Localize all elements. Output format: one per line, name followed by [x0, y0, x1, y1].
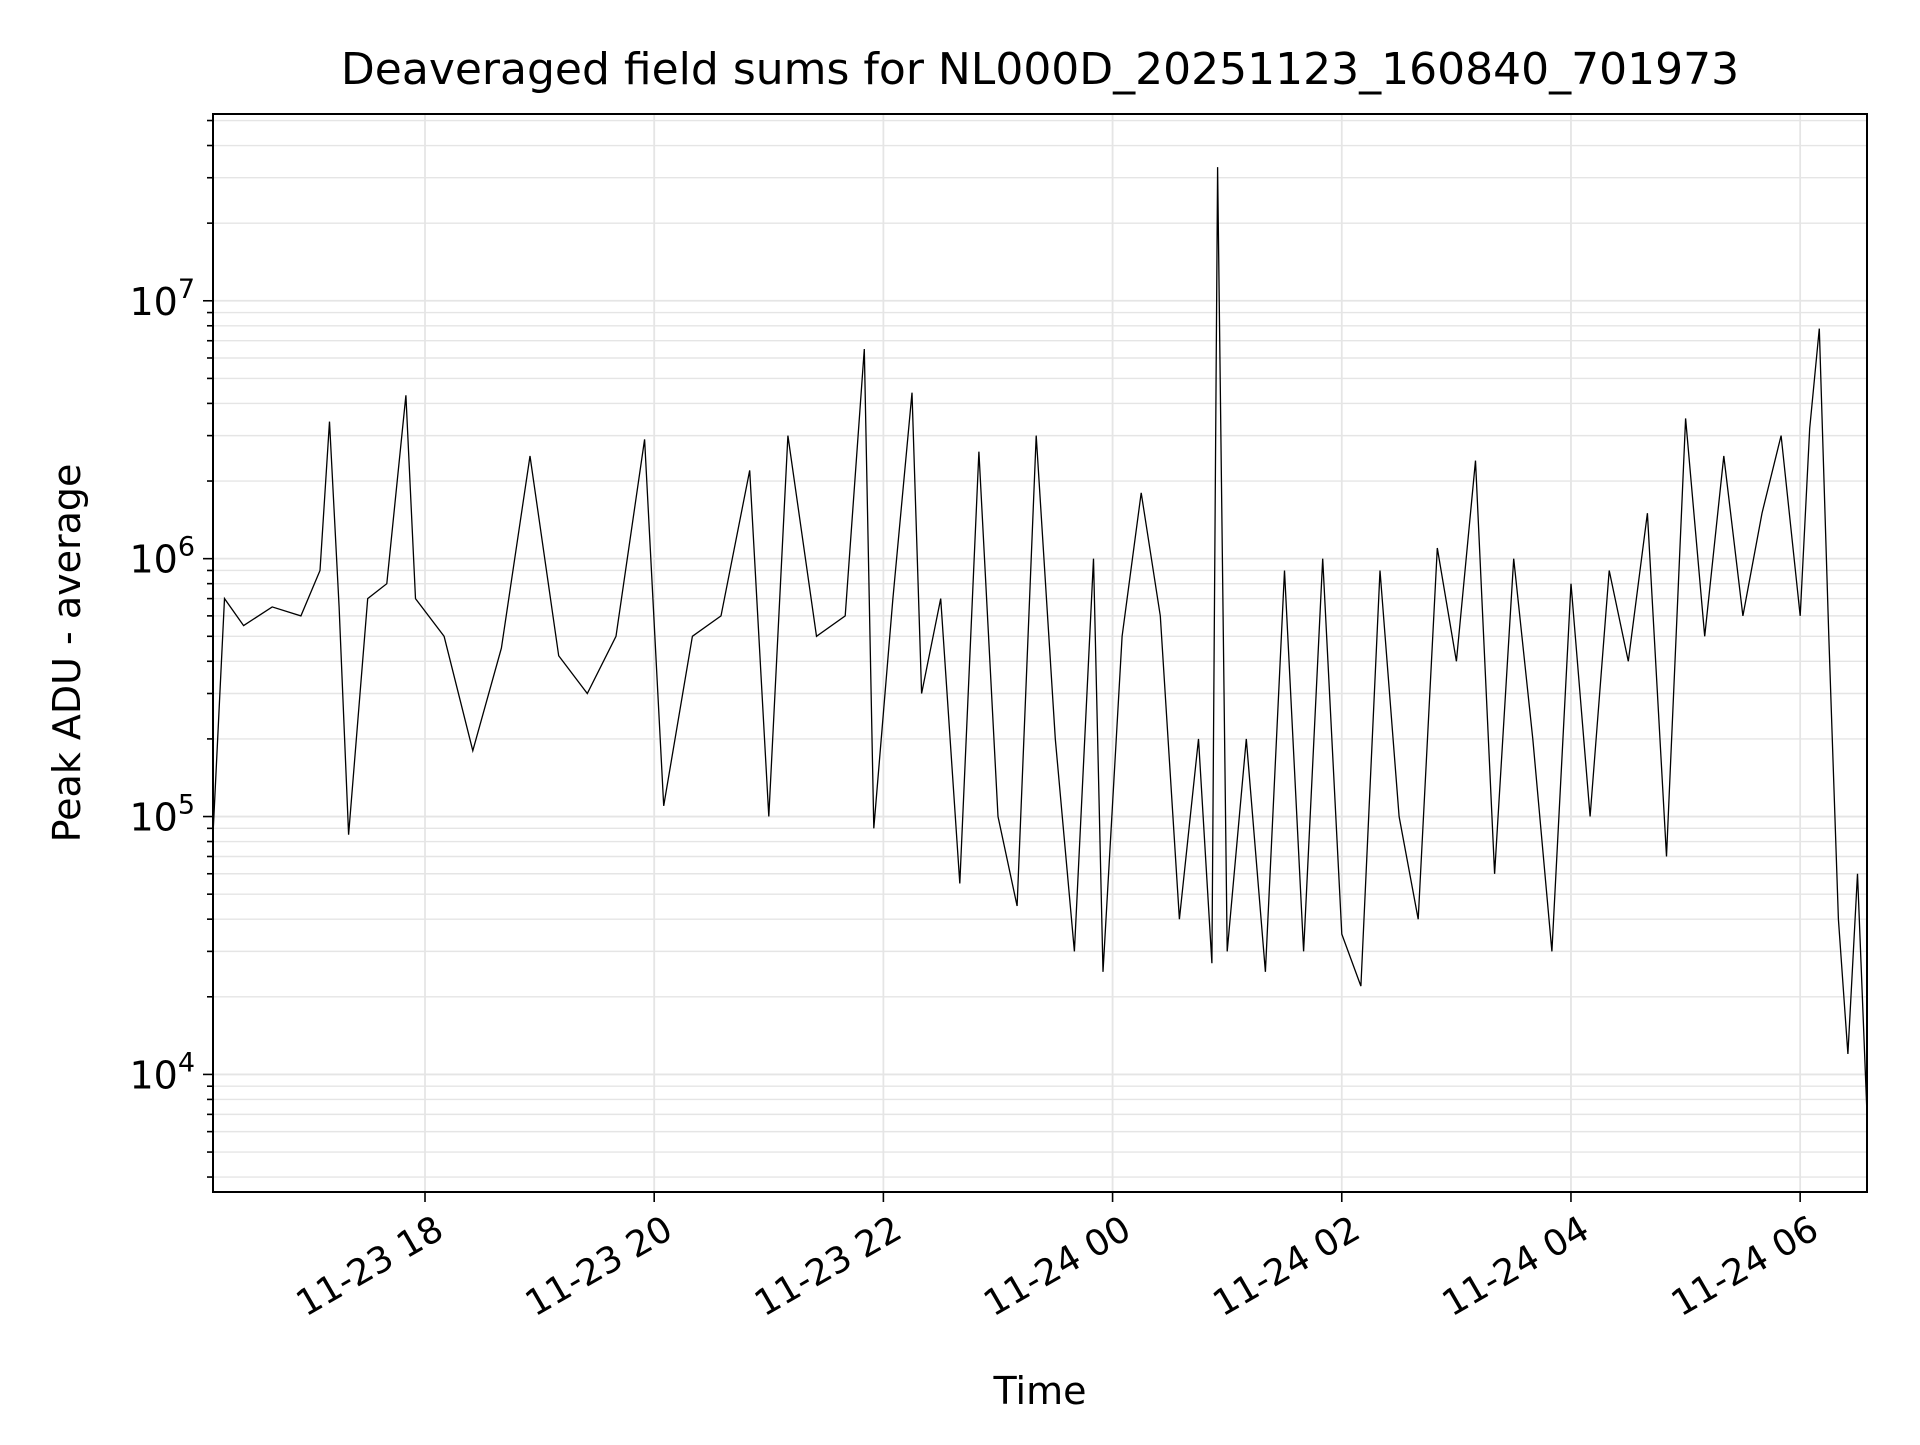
grid-lines [213, 114, 1867, 1192]
series-line [212, 167, 1868, 1115]
chart-title: Deaveraged field sums for NL000D_2025112… [341, 44, 1739, 95]
y-tick-label: 105 [129, 790, 195, 840]
y-tick-label: 104 [129, 1047, 195, 1097]
plot-frame [212, 113, 1868, 1193]
y-axis-ticks: 104 105 106 107 [129, 119, 213, 1178]
x-axis-label: Time [993, 1369, 1087, 1413]
y-axis-label: Peak ADU - average [45, 464, 89, 843]
y-tick-label: 106 [129, 532, 195, 582]
y-tick-label: 107 [129, 274, 195, 324]
